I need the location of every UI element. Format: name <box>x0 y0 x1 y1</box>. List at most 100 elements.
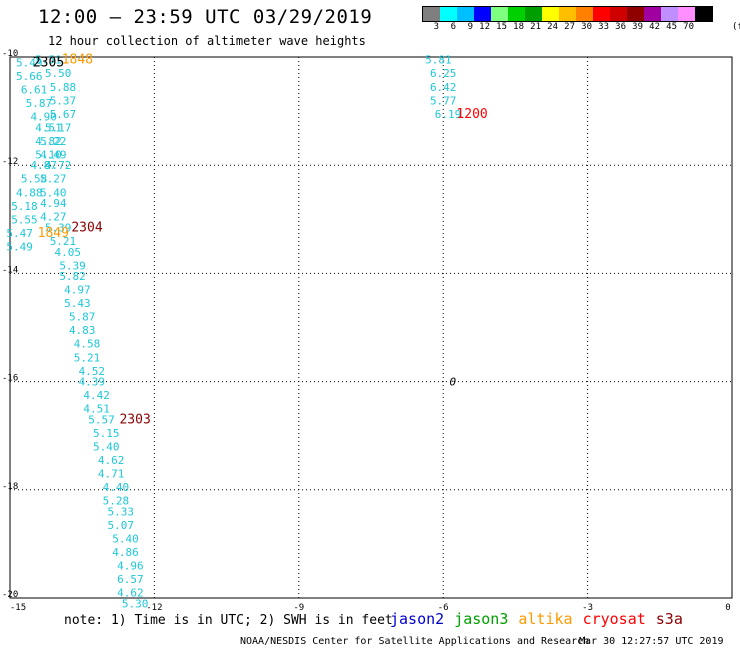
wave-height-label: 4.97 <box>64 284 91 297</box>
color-scale-label: 70 <box>683 22 694 32</box>
wave-height-label: 5.37 <box>50 94 77 107</box>
color-scale-swatch <box>576 7 593 21</box>
wave-height-label: 5.39 <box>45 221 72 234</box>
color-scale-labels: 3 6 9 12 15 18 21 24 27 30 33 36 39 42 45 70 <box>422 22 694 32</box>
wave-height-label: 5.39 <box>59 259 86 272</box>
color-scale-label: 24 <box>547 22 558 32</box>
color-scale-swatch <box>457 7 474 21</box>
wave-height-label: 4.42 <box>83 389 110 402</box>
wave-height-label: 5.51 <box>35 54 62 67</box>
wave-height-label: 5.55 <box>11 213 38 226</box>
wave-height-label: 4.52 <box>79 365 106 378</box>
color-scale-swatch <box>525 7 542 21</box>
mission-legend-item: altika <box>518 610 573 628</box>
color-scale-label: 21 <box>530 22 541 32</box>
wave-height-label: 5.88 <box>50 81 77 94</box>
color-scale-label: 12 <box>479 22 490 32</box>
color-scale-label: 15 <box>496 22 507 32</box>
wave-height-label: 6.61 <box>21 83 48 96</box>
color-scale-label: 27 <box>564 22 575 32</box>
time-label: 2304 <box>71 220 102 235</box>
wave-height-label: 4.72 <box>45 159 72 172</box>
wave-height-label: 5.15 <box>93 427 120 440</box>
mission-legend-item: jason3 <box>454 610 509 628</box>
color-scale-swatch <box>474 7 491 21</box>
y-tick-label: -16 <box>2 374 18 384</box>
color-scale-unit: (ft) <box>732 22 740 32</box>
wave-height-label: 5.50 <box>45 67 72 80</box>
color-scale-swatch <box>593 7 610 21</box>
color-scale-swatch <box>559 7 576 21</box>
wave-height-label: 5.40 <box>112 532 139 545</box>
color-scale-label: 36 <box>615 22 626 32</box>
wave-height-label: 5.07 <box>107 519 134 532</box>
wave-height-label: 4.87 <box>30 159 57 172</box>
wave-height-label: 4.58 <box>74 338 101 351</box>
time-label: 2303 <box>119 412 150 427</box>
plot-frame <box>9 56 733 599</box>
color-scale-swatch <box>440 7 457 21</box>
color-scale-label: 39 <box>632 22 643 32</box>
color-scale-bar <box>422 6 713 22</box>
x-tick-label: -9 <box>293 603 304 613</box>
time-label: 1200 <box>456 107 487 122</box>
wave-height-label: 5.43 <box>64 297 91 310</box>
wave-height-label: 5.30 <box>122 597 149 610</box>
wave-height-label: 5.21 <box>50 235 77 248</box>
wave-height-label: 6.19 <box>435 108 462 121</box>
chart-subtitle: 12 hour collection of altimeter wave hei… <box>48 34 366 48</box>
color-scale-swatch <box>678 7 695 21</box>
wave-height-label: 4.62 <box>98 454 125 467</box>
wave-height-label: 5.67 <box>50 108 77 121</box>
wave-height-label: 5.28 <box>103 495 130 508</box>
chart-title: 12:00 – 23:59 UTC 03/29/2019 <box>38 6 373 28</box>
x-tick-label: -15 <box>10 603 26 613</box>
color-scale-swatch <box>508 7 525 21</box>
wave-height-label: 5.40 <box>40 186 67 199</box>
wave-height-label: 4.62 <box>117 587 144 600</box>
wave-height-label: 4.51 <box>35 121 62 134</box>
wave-height-label: 5.47 <box>6 227 33 240</box>
pass-marker: 0 <box>450 376 457 389</box>
wave-height-label: 4.40 <box>103 481 130 494</box>
wave-height-label: 4.05 <box>55 246 82 259</box>
color-scale-swatch <box>542 7 559 21</box>
color-scale-swatch <box>627 7 644 21</box>
wave-height-label: 4.94 <box>40 197 67 210</box>
wave-height-label: 5.17 <box>45 121 72 134</box>
wave-height-label: 4.83 <box>69 324 96 337</box>
color-scale-swatch <box>644 7 661 21</box>
x-tick-label: -12 <box>146 603 162 613</box>
wave-height-label: 4.88 <box>16 186 43 199</box>
color-scale-label: 30 <box>581 22 592 32</box>
wave-height-label: 5.33 <box>107 505 134 518</box>
wave-height-label: 4.71 <box>98 468 125 481</box>
wave-height-label: 5.27 <box>40 173 67 186</box>
wave-height-label: 4.82 <box>35 135 62 148</box>
x-tick-label: 0 <box>725 603 730 613</box>
color-scale-swatch <box>661 7 678 21</box>
wave-height-label: 5.49 <box>6 240 33 253</box>
wave-height-label: 4.90 <box>30 111 57 124</box>
y-tick-label: -10 <box>2 49 18 59</box>
time-label: 1848 <box>62 53 93 68</box>
wave-height-label: 4.51 <box>83 403 110 416</box>
wave-height-label: 5.18 <box>11 200 38 213</box>
y-tick-label: -18 <box>2 482 18 492</box>
mission-legend-item: s3a <box>655 610 683 628</box>
x-tick-label: -6 <box>438 603 449 613</box>
time-label: 1849 <box>38 226 69 241</box>
color-scale-label: 3 <box>433 22 439 32</box>
wave-height-label: 5.87 <box>69 311 96 324</box>
color-scale-label: 9 <box>467 22 473 32</box>
wave-height-label: 5.22 <box>40 135 67 148</box>
wave-height-label: 5.49 <box>16 56 43 69</box>
wave-height-label: 5.57 <box>88 413 115 426</box>
color-scale-swatch <box>423 7 440 21</box>
wave-height-label: 5.40 <box>93 441 120 454</box>
color-scale-swatch <box>491 7 508 21</box>
color-scale-label: 45 <box>666 22 677 32</box>
footer-timestamp: Mar 30 12:27:57 UTC 2019 <box>579 636 724 647</box>
y-tick-label: -12 <box>2 157 18 167</box>
mission-legend-item: cryosat <box>582 610 646 628</box>
